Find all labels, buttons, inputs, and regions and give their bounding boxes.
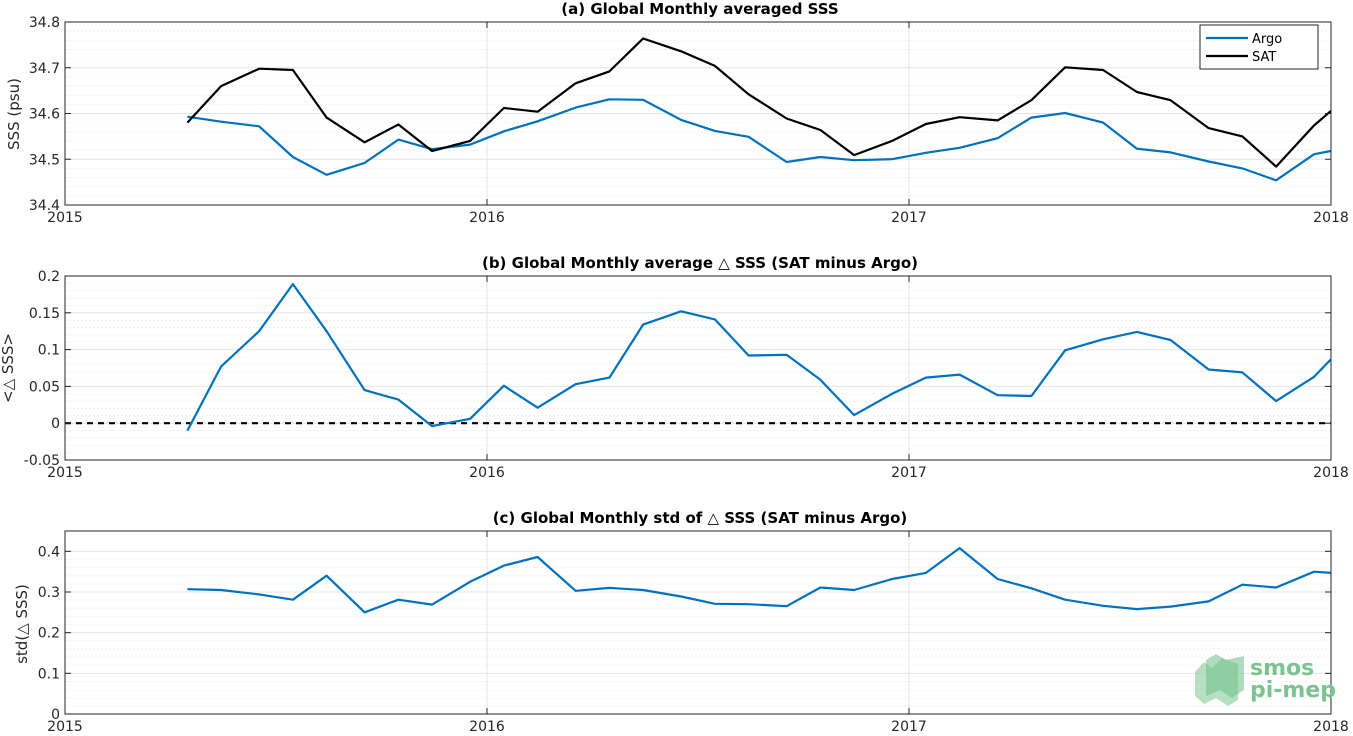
panel-b-y-tick-label: 0: [51, 416, 60, 432]
panel-a-x-tick-label: 2016: [469, 210, 505, 226]
panel-a-x-tick-label: 2015: [47, 210, 83, 226]
panel-a-legend: Argo SAT: [1199, 24, 1319, 70]
panel-b-y-tick-label: -0.05: [24, 453, 60, 469]
legend-label-argo: Argo: [1252, 32, 1282, 47]
panel-a-y-tick-label: 34.7: [29, 61, 60, 77]
panel-a-title: (a) Global Monthly averaged SSS: [561, 0, 838, 18]
panel-b-x-tick-label: 2016: [469, 465, 505, 481]
panel-b-y-tick-label: 0.05: [29, 379, 60, 395]
legend-box: [1199, 24, 1319, 70]
panel-b-axes-box: [64, 275, 1332, 461]
panel-b-axes: [64, 275, 1332, 461]
panel-b-ylabel: <△ SSS>: [0, 333, 17, 403]
panel-b-y-tick-label: 0.1: [38, 343, 60, 359]
panel-a-y-tick-label: 34.4: [29, 198, 60, 214]
panel-c-y-tick-label: 0.2: [38, 626, 60, 642]
panel-a-series-line-argo: [187, 98, 1332, 182]
panel-b-y-tick-label: 0.2: [38, 269, 60, 285]
panel-c-y-tick-label: 0.4: [38, 544, 60, 560]
panel-c-title: (c) Global Monthly std of △ SSS (SAT min…: [493, 509, 908, 527]
panel-b-y-tick-label: 0.15: [29, 306, 60, 322]
panel-c-x-tick-label: 2016: [469, 719, 505, 735]
panel-b-series-line-delta: [186, 283, 1332, 432]
panel-a-series-line-sat: [186, 37, 1332, 168]
panel-c-y-tick-label: 0.1: [38, 666, 60, 682]
panel-c-y-tick-label: 0: [51, 707, 60, 723]
logo-text-line2: pi-mep: [1250, 678, 1336, 703]
panel-c-x-tick-label: 2015: [47, 719, 83, 735]
panel-a-x-tick-label: 2017: [891, 210, 927, 226]
panel-b-x-tick-label: 2018: [1313, 465, 1349, 481]
panel-a-global-monthly-averaged-sss: (a) Global Monthly averaged SSS SSS (psu…: [5, 0, 1349, 226]
smos-pi-mep-logo: smos pi-mep: [1195, 654, 1336, 706]
panel-c-ylabel: std(△ SSS): [13, 584, 31, 664]
panel-c-global-monthly-std-delta-sss: (c) Global Monthly std of △ SSS (SAT min…: [13, 509, 1349, 735]
panel-a-y-tick-label: 34.6: [29, 107, 60, 123]
panel-b-title: (b) Global Monthly average △ SSS (SAT mi…: [482, 254, 918, 272]
logo-text-line1: smos: [1250, 656, 1314, 681]
panel-b-x-tick-label: 2015: [47, 465, 83, 481]
panel-c-x-tick-label: 2018: [1313, 719, 1349, 735]
panel-a-y-tick-label: 34.8: [29, 15, 60, 31]
panel-a-y-tick-label: 34.5: [29, 152, 60, 168]
panel-a-axes: [64, 21, 1332, 206]
panel-c-series-line-delta: [187, 546, 1332, 614]
panel-c-x-tick-label: 2017: [891, 719, 927, 735]
panel-b-x-tick-label: 2017: [891, 465, 927, 481]
legend-label-sat: SAT: [1252, 50, 1276, 65]
panel-a-ylabel: SSS (psu): [5, 78, 23, 150]
panel-c-y-tick-label: 0.3: [38, 585, 60, 601]
logo-wave-shape-2: [1206, 654, 1244, 698]
panel-b-global-monthly-average-delta-sss: (b) Global Monthly average △ SSS (SAT mi…: [0, 254, 1349, 481]
panel-c-axes-box: [64, 530, 1332, 715]
panel-a-x-tick-label: 2018: [1313, 210, 1349, 226]
